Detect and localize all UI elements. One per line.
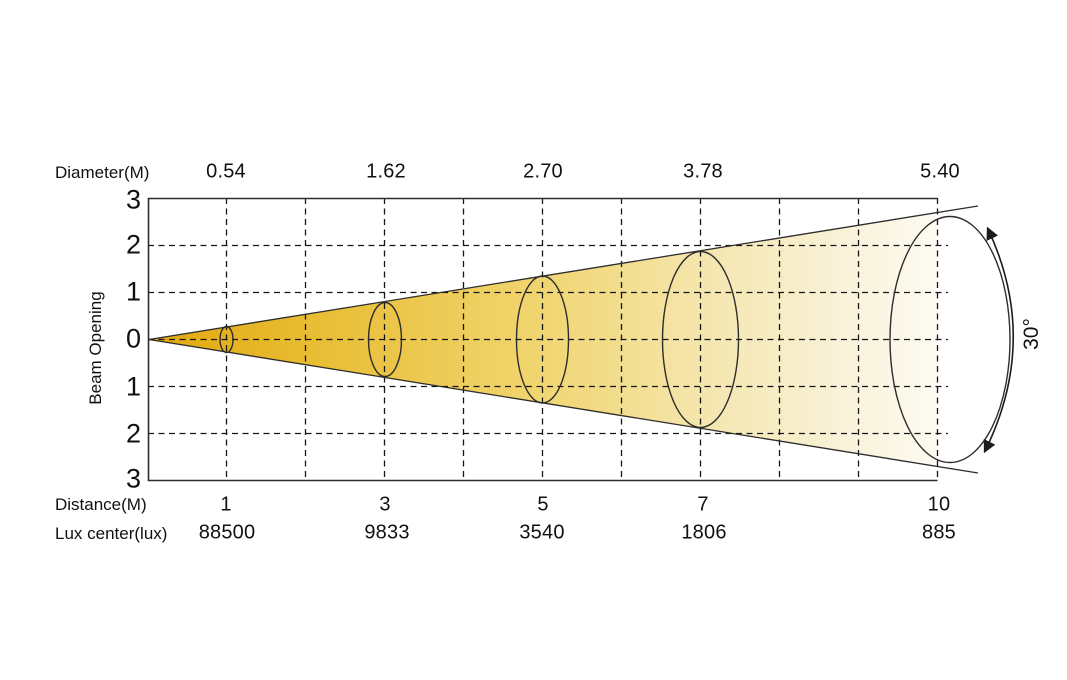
beam-ellipse-10m (889, 215, 1011, 464)
diameter-value-5m: 2.70 (523, 160, 563, 183)
y-tick-zero: 0 (125, 323, 141, 354)
lux-value-10m: 885 (922, 521, 956, 544)
distance-row-label: Distance(M) (55, 495, 147, 514)
distance-value-3: 3 (379, 493, 391, 516)
lux-value-3m: 9833 (364, 521, 410, 544)
lux-value-1m: 88500 (198, 521, 256, 544)
lux-row-label: Lux center(lux) (55, 524, 168, 543)
lux-value-5m: 3540 (519, 521, 565, 544)
angle-arc-arrow (983, 226, 1015, 454)
y-tick-plus3: 3 (125, 184, 141, 215)
y-tick-minus3: 3 (125, 463, 141, 494)
beam-ellipse-3m (367, 301, 403, 378)
diameter-value-7m: 3.78 (683, 160, 723, 183)
y-tick-plus2: 2 (125, 229, 141, 260)
diameter-value-1m: 0.54 (206, 160, 246, 183)
y-axis-title: Beam Opening (86, 291, 105, 405)
diameter-row-label: Diameter(M) (55, 163, 150, 182)
diameter-value-3m: 1.62 (366, 160, 406, 183)
y-tick-minus2: 2 (125, 418, 141, 449)
y-tick-minus1: 1 (125, 371, 141, 402)
beam-ellipse-7m (661, 250, 740, 429)
y-tick-plus1: 1 (125, 276, 141, 307)
lux-value-7m: 1806 (681, 521, 727, 544)
beam-outline-rays (148, 205, 979, 474)
plot-border (147, 197, 938, 482)
distance-value-1: 1 (220, 493, 232, 516)
distance-value-5: 5 (537, 493, 549, 516)
distance-value-10: 10 (927, 493, 951, 516)
grid-lines (148, 198, 948, 481)
distance-value-7: 7 (697, 493, 709, 516)
beam-angle-label: 30° (1020, 318, 1043, 350)
diameter-value-10m: 5.40 (920, 160, 960, 183)
